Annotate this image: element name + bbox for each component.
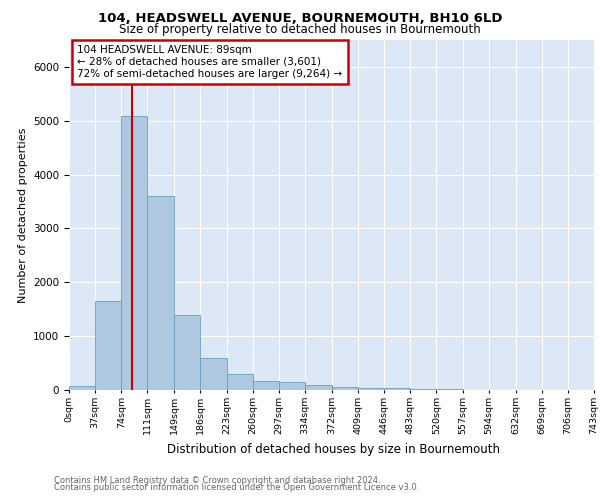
- Bar: [253, 382, 279, 390]
- Text: Contains HM Land Registry data © Crown copyright and database right 2024.: Contains HM Land Registry data © Crown c…: [54, 476, 380, 485]
- Bar: [305, 384, 332, 390]
- Text: Distribution of detached houses by size in Bournemouth: Distribution of detached houses by size …: [167, 442, 500, 456]
- Bar: [121, 116, 148, 390]
- Bar: [227, 374, 253, 390]
- Text: 104 HEADSWELL AVENUE: 89sqm
← 28% of detached houses are smaller (3,601)
72% of : 104 HEADSWELL AVENUE: 89sqm ← 28% of det…: [77, 46, 343, 78]
- Bar: [174, 314, 200, 390]
- Bar: [358, 388, 384, 390]
- Bar: [332, 387, 358, 390]
- Bar: [95, 301, 121, 390]
- Text: Contains public sector information licensed under the Open Government Licence v3: Contains public sector information licen…: [54, 484, 419, 492]
- Y-axis label: Number of detached properties: Number of detached properties: [17, 128, 28, 302]
- Bar: [200, 358, 227, 390]
- Bar: [410, 389, 436, 390]
- Bar: [279, 382, 305, 390]
- Bar: [69, 386, 95, 390]
- Text: 104, HEADSWELL AVENUE, BOURNEMOUTH, BH10 6LD: 104, HEADSWELL AVENUE, BOURNEMOUTH, BH10…: [98, 12, 502, 26]
- Bar: [384, 388, 410, 390]
- Bar: [148, 196, 174, 390]
- Text: Size of property relative to detached houses in Bournemouth: Size of property relative to detached ho…: [119, 22, 481, 36]
